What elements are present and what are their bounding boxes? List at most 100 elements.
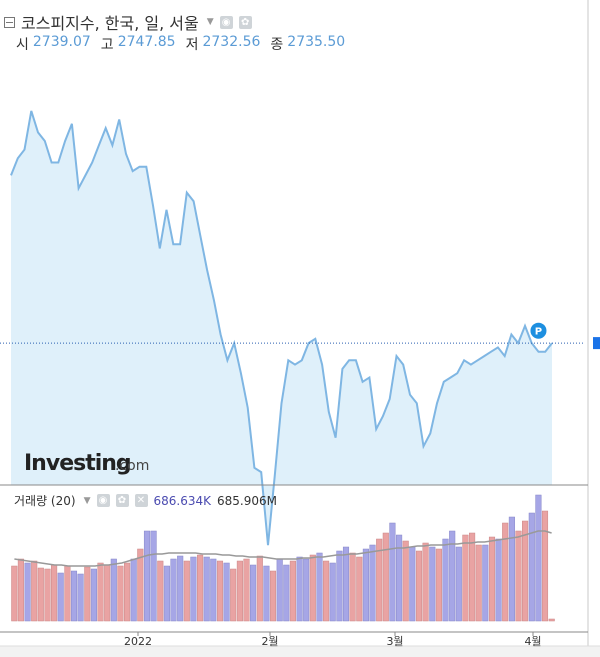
x-tick-label: 4월: [524, 635, 541, 648]
volume-bar: [130, 558, 137, 622]
volume-bar: [117, 565, 124, 622]
volume-bar: [535, 494, 542, 622]
volume-bar: [143, 530, 151, 622]
volume-bar: [203, 556, 210, 622]
volume-bar: [508, 516, 515, 622]
volume-bar: [376, 538, 383, 622]
volume-eye-icon[interactable]: ◉: [96, 494, 110, 507]
volume-bar: [77, 573, 84, 622]
volume-bar: [316, 552, 323, 622]
volume-bar: [157, 560, 164, 622]
volume-bar: [429, 546, 436, 622]
volume-header: 거래량 (20) ▼ ◉ ✿ ✕ 686.634K 685.906M: [14, 492, 277, 509]
volume-bar: [462, 534, 469, 622]
bottom-toolbar: [0, 646, 600, 657]
open-value: 2739.07: [32, 34, 91, 50]
volume-close-icon[interactable]: ✕: [134, 494, 148, 507]
volume-bar: [396, 534, 403, 622]
volume-dropdown-icon[interactable]: ▼: [83, 495, 91, 506]
volume-bar: [276, 558, 283, 622]
volume-ma-line: [14, 530, 552, 567]
volume-bar: [449, 530, 456, 622]
volume-bar: [323, 560, 330, 622]
volume-label[interactable]: 거래량 (20): [14, 494, 76, 508]
volume-bar: [528, 512, 535, 622]
volume-bar: [177, 555, 184, 622]
volume-bar: [230, 568, 237, 622]
volume-bar: [197, 554, 204, 622]
volume-bar: [502, 522, 509, 622]
ohlc-readout: 시 2739.07 고 2747.85 저 2732.56 종 2735.50: [16, 34, 351, 54]
price-area-fill: [11, 110, 552, 546]
investing-logo: Investing: [24, 451, 131, 476]
volume-bar: [269, 570, 277, 622]
volume-bar: [243, 558, 250, 622]
volume-bar: [210, 558, 217, 622]
volume-bar: [256, 555, 263, 622]
volume-bar: [495, 538, 502, 622]
current-price-tag: [593, 337, 600, 350]
volume-bar: [97, 562, 104, 622]
volume-bar: [349, 552, 356, 622]
volume-bar: [51, 564, 58, 622]
gear-icon[interactable]: ✿: [238, 15, 252, 29]
collapse-icon[interactable]: [4, 16, 15, 28]
high-label: 고: [100, 37, 114, 53]
volume-bar: [442, 538, 449, 622]
volume-bar: [70, 570, 78, 622]
volume-bar: [409, 546, 416, 622]
volume-bar: [522, 520, 529, 622]
volume-bar: [183, 560, 190, 622]
volume-bar: [356, 556, 363, 622]
volume-value-2: 685.906M: [217, 493, 277, 508]
volume-bar: [163, 565, 170, 622]
volume-bar: [11, 565, 18, 622]
instrument-title[interactable]: 코스피지수, 한국, 일, 서울: [21, 14, 199, 33]
volume-bar: [124, 562, 131, 622]
volume-bar: [283, 564, 290, 622]
volume-bar: [289, 560, 296, 622]
volume-bar: [170, 558, 177, 622]
volume-bar: [435, 548, 442, 622]
chart-header: 코스피지수, 한국, 일, 서울 ▼ ◉ ✿ 시 2739.07 고 2747.85…: [0, 0, 588, 56]
eye-icon[interactable]: ◉: [219, 15, 233, 29]
volume-bar: [488, 536, 496, 622]
volume-bar: [455, 546, 462, 622]
volume-bar: [110, 558, 117, 622]
volume-gear-icon[interactable]: ✿: [115, 494, 129, 507]
low-label: 저: [185, 37, 199, 53]
volume-bar: [541, 510, 549, 622]
volume-bar: [104, 564, 111, 622]
price-line: [10, 110, 553, 546]
volume-bar: [44, 568, 51, 622]
volume-bar: [24, 562, 31, 622]
volume-bar: [37, 567, 44, 622]
volume-bar: [422, 542, 429, 622]
volume-bar: [223, 562, 230, 622]
volume-bar: [263, 565, 270, 622]
volume-bar: [84, 566, 91, 622]
volume-bar: [216, 560, 224, 622]
volume-bar: [402, 540, 409, 622]
volume-bar: [369, 544, 376, 622]
volume-bar: [329, 562, 336, 622]
price-chart[interactable]: P Investing.com: [0, 110, 600, 546]
x-tick-label: 2월: [261, 635, 278, 648]
volume-value-1: 686.634K: [153, 493, 212, 508]
volume-bar: [190, 556, 197, 622]
volume-bar: [303, 558, 310, 622]
volume-bar: [296, 556, 303, 622]
volume-bar: [150, 530, 157, 622]
volume-bar: [482, 544, 489, 622]
volume-bar: [64, 565, 71, 622]
volume-bar: [475, 544, 482, 622]
x-tick-label: 2022: [124, 635, 152, 648]
volume-bar: [17, 558, 24, 622]
volume-chart[interactable]: [11, 494, 555, 622]
dropdown-caret-icon[interactable]: ▼: [206, 17, 214, 27]
volume-bar: [31, 560, 38, 622]
volume-bar: [57, 572, 64, 622]
